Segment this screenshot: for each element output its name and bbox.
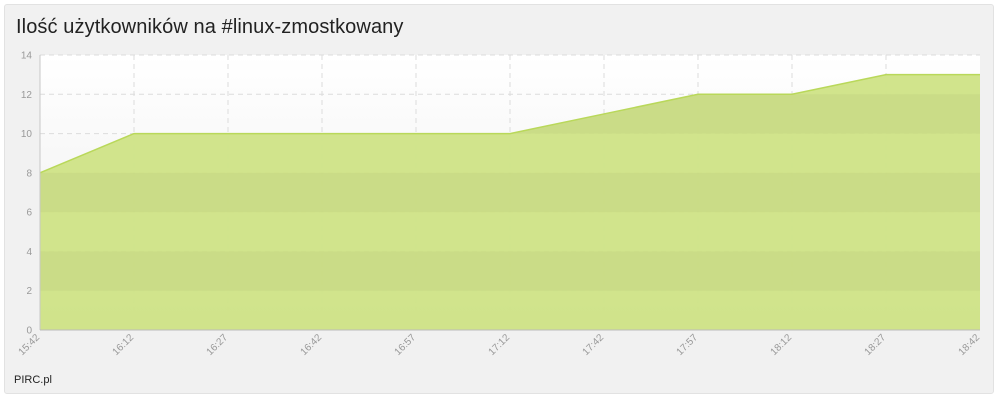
series-line xyxy=(39,73,980,174)
x-tick-label: 16:42 xyxy=(299,332,325,358)
x-tick-label: 16:27 xyxy=(205,332,231,358)
y-tick-label: 10 xyxy=(21,129,33,140)
y-tick-label: 4 xyxy=(26,247,32,258)
x-tick-label: 18:12 xyxy=(769,332,795,358)
x-tick-label: 16:12 xyxy=(111,332,137,358)
y-tick-label: 0 xyxy=(26,326,32,337)
x-tick-label: 18:42 xyxy=(957,332,983,358)
series-layer xyxy=(39,73,980,331)
y-axis-ticks: 0 2 4 6 8 10 12 14 xyxy=(21,51,33,337)
x-tick-label: 17:42 xyxy=(581,332,607,358)
y-tick-label: 8 xyxy=(26,168,32,179)
fill-band xyxy=(40,251,980,290)
y-tick-label: 2 xyxy=(26,286,32,297)
x-axis-ticks: 15:42 16:12 16:27 16:42 16:57 17:12 17:42 17:57… xyxy=(17,332,983,358)
brand-label: PIRC.pl xyxy=(14,374,52,386)
y-tick-label: 14 xyxy=(21,51,33,62)
y-tick-label: 6 xyxy=(26,208,32,219)
x-tick-label: 17:57 xyxy=(675,332,701,358)
x-tick-label: 16:57 xyxy=(393,332,419,358)
x-tick-label: 15:42 xyxy=(17,332,43,358)
axes xyxy=(39,55,980,331)
fill-band xyxy=(40,173,980,212)
x-tick-label: 17:12 xyxy=(487,332,513,358)
chart-title: Ilość użytkowników na #linux-zmostkowany xyxy=(16,16,404,38)
y-tick-label: 12 xyxy=(21,90,33,101)
x-tick-label: 18:27 xyxy=(863,332,889,358)
series-area xyxy=(40,74,980,331)
